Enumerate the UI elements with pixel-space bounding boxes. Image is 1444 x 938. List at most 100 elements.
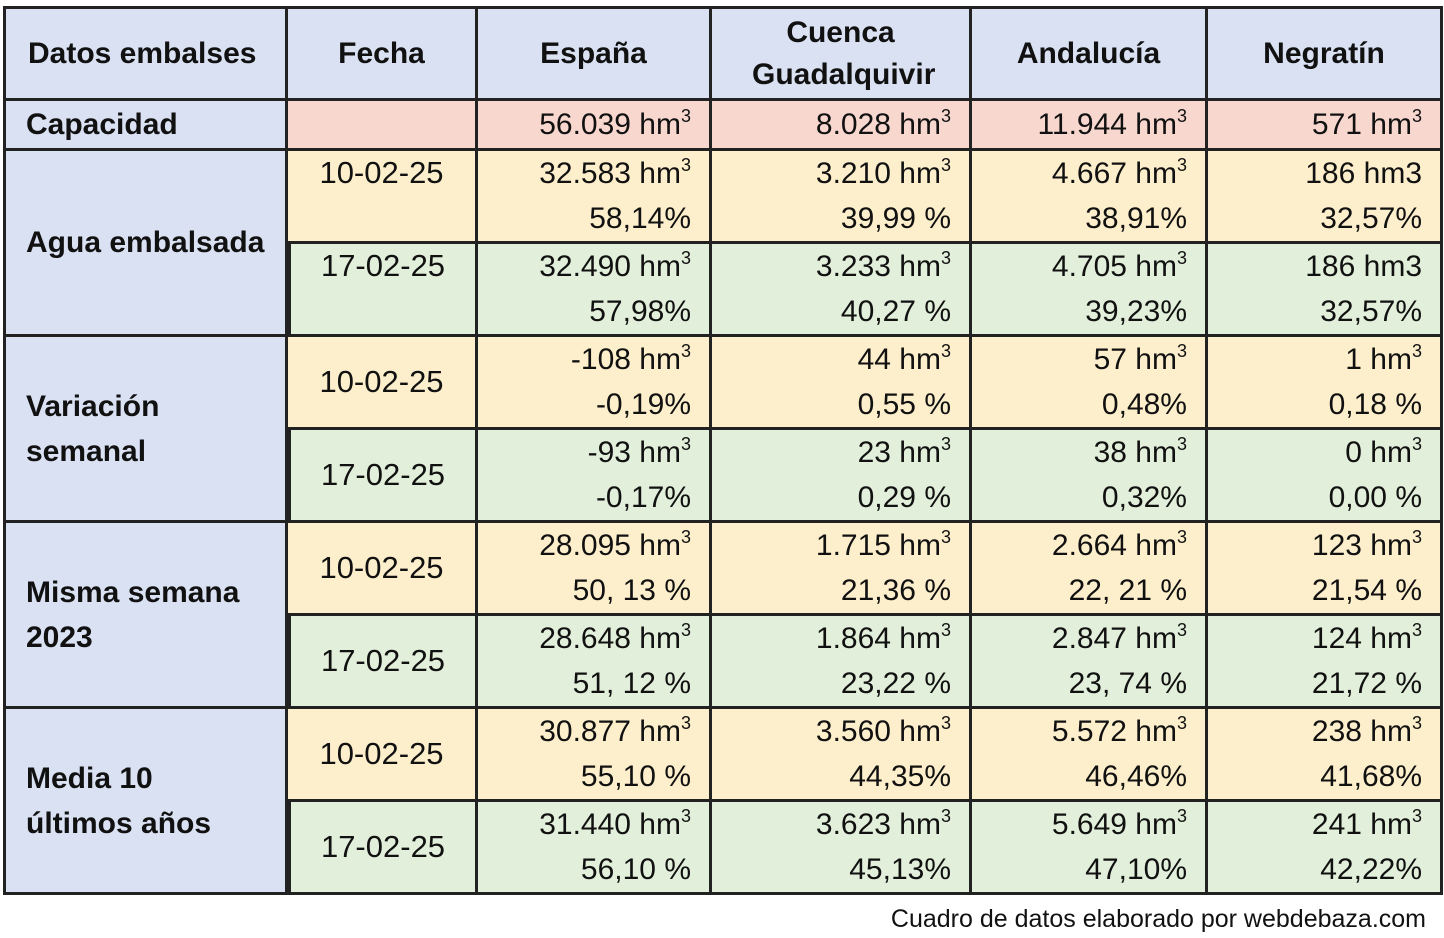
table-row: Variación semanal 10-02-25 -108 hm3 -0,19% 4… [3,337,1443,523]
volume-value: 32.490 hm3 [539,248,691,283]
value-cell: 57 hm3 0,48% [972,337,1208,430]
volume-value: 2.847 hm3 [1051,620,1187,655]
value-cell: 4.705 hm3 39,23% [972,244,1208,337]
value-cell: 4.667 hm3 38,91% [972,151,1208,244]
volume-value: 57 hm3 [1093,341,1187,376]
volume-value: 32.583 hm3 [539,155,691,190]
volume-value: 1.715 hm3 [815,527,951,562]
percent-value: 44,35% [849,760,951,793]
volume-value: 241 hm3 [1311,806,1422,841]
value-cell: 5.572 hm3 46,46% [972,709,1208,802]
value-cell: 238 hm3 41,68% [1208,709,1443,802]
value-cell: 44 hm3 0,55 % [712,337,972,430]
date-cell: 10-02-25 [288,337,478,430]
volume-value: 2.664 hm3 [1051,527,1187,562]
row-label: Capacidad [3,101,288,151]
value-cell: 186 hm3 32,57% [1208,151,1443,244]
percent-value: 46,46% [1085,760,1187,793]
table-row: 17-02-25 28.648 hm3 51, 12 % 1.864 hm3 23,22… [3,616,1443,709]
value-cell: 5.649 hm3 47,10% [972,802,1208,895]
value-cell: 186 hm3 32,57% [1208,244,1443,337]
value-cell: 2.664 hm3 22, 21 % [972,523,1208,616]
value-cell: 3.560 hm3 44,35% [712,709,972,802]
value-cell: 31.440 hm3 56,10 % [478,802,712,895]
volume-value: 123 hm3 [1311,527,1422,562]
date-cell: 17-02-25 [288,244,478,337]
percent-value: -0,17% [595,481,691,514]
volume-value: 38 hm3 [1093,434,1187,469]
date-cell: 10-02-25 [288,523,478,616]
percent-value: 0,32% [1101,481,1187,514]
percent-value: 47,10% [1085,853,1187,886]
table-row: 17-02-25 -93 hm3 -0,17% 23 hm3 0,29 % 38 hm3 0… [3,430,1443,523]
volume-value: 186 hm3 [1305,250,1422,283]
percent-value: 21,36 % [840,574,951,607]
value-cell: 1.715 hm3 21,36 % [712,523,972,616]
header-cell: Andalucía [972,6,1208,101]
row-group-label: Misma semana 2023 [3,523,288,709]
value-cell: 2.847 hm3 23, 74 % [972,616,1208,709]
volume-value: 4.705 hm3 [1051,248,1187,283]
value-cell: 1.864 hm3 23,22 % [712,616,972,709]
table-row: Misma semana 2023 10-02-25 28.095 hm3 50, 1… [3,523,1443,709]
volume-value: 23 hm3 [857,434,951,469]
volume-value: 186 hm3 [1305,157,1422,190]
date-cell: 10-02-25 [288,151,478,244]
percent-value: 0,18 % [1328,388,1422,421]
volume-value: 28.095 hm3 [539,527,691,562]
percent-value: 21,54 % [1311,574,1422,607]
reservoir-table-container: Datos embalses Fecha España Cuenca Guada… [3,6,1443,895]
value-cell: 38 hm3 0,32% [972,430,1208,523]
header-cell: Negratín [1208,6,1443,101]
value-cell: 32.490 hm3 57,98% [478,244,712,337]
volume-value: 1.864 hm3 [815,620,951,655]
date-cell: 10-02-25 [288,709,478,802]
header-cell: Fecha [288,6,478,101]
reservoir-data-table: Datos embalses Fecha España Cuenca Guada… [3,6,1443,895]
value-cell: 3.233 hm3 40,27 % [712,244,972,337]
header-cell: España [478,6,712,101]
capacity-value: 571 hm3 [1208,101,1443,151]
row-group-label: Media 10 últimos años [3,709,288,895]
volume-value: 3.210 hm3 [815,155,951,190]
value-cell: 123 hm3 21,54 % [1208,523,1443,616]
capacity-row: Capacidad 56.039 hm3 8.028 hm3 11.944 hm… [3,101,1443,151]
percent-value: 45,13% [849,853,951,886]
volume-value: 0 hm3 [1345,434,1422,469]
percent-value: 0,29 % [857,481,951,514]
value-cell: -108 hm3 -0,19% [478,337,712,430]
percent-value: 0,48% [1101,388,1187,421]
header-row: Datos embalses Fecha España Cuenca Guada… [3,6,1443,101]
source-credit: Cuadro de datos elaborado por webdebaza.… [890,905,1426,933]
value-cell: 3.210 hm3 39,99 % [712,151,972,244]
capacity-value: 8.028 hm3 [712,101,972,151]
header-cell: Cuenca Guadalquivir [712,6,972,101]
volume-value: 4.667 hm3 [1051,155,1187,190]
value-cell: 241 hm3 42,22% [1208,802,1443,895]
percent-value: 41,68% [1320,760,1422,793]
percent-value: 32,57% [1320,295,1422,328]
table-row: Agua embalsada 10-02-25 32.583 hm3 58,14% 3.… [3,151,1443,337]
volume-value: 124 hm3 [1311,620,1422,655]
volume-value: 44 hm3 [857,341,951,376]
percent-value: 40,27 % [840,295,951,328]
percent-value: 39,23% [1085,295,1187,328]
percent-value: -0,19% [595,388,691,421]
value-cell: 28.095 hm3 50, 13 % [478,523,712,616]
date-cell: 17-02-25 [288,616,478,709]
value-cell: 0 hm3 0,00 % [1208,430,1443,523]
percent-value: 23,22 % [840,667,951,700]
table-row: Media 10 últimos años 10-02-25 30.877 hm3 5… [3,709,1443,895]
volume-value: -108 hm3 [570,341,691,376]
empty-date-cell [288,101,478,151]
volume-value: 28.648 hm3 [539,620,691,655]
percent-value: 22, 21 % [1068,574,1187,607]
percent-value: 57,98% [589,295,691,328]
volume-value: 5.649 hm3 [1051,806,1187,841]
percent-value: 21,72 % [1311,667,1422,700]
row-group-label: Agua embalsada [3,151,288,337]
value-cell: 28.648 hm3 51, 12 % [478,616,712,709]
percent-value: 50, 13 % [572,574,691,607]
value-cell: 32.583 hm3 58,14% [478,151,712,244]
percent-value: 55,10 % [580,760,691,793]
